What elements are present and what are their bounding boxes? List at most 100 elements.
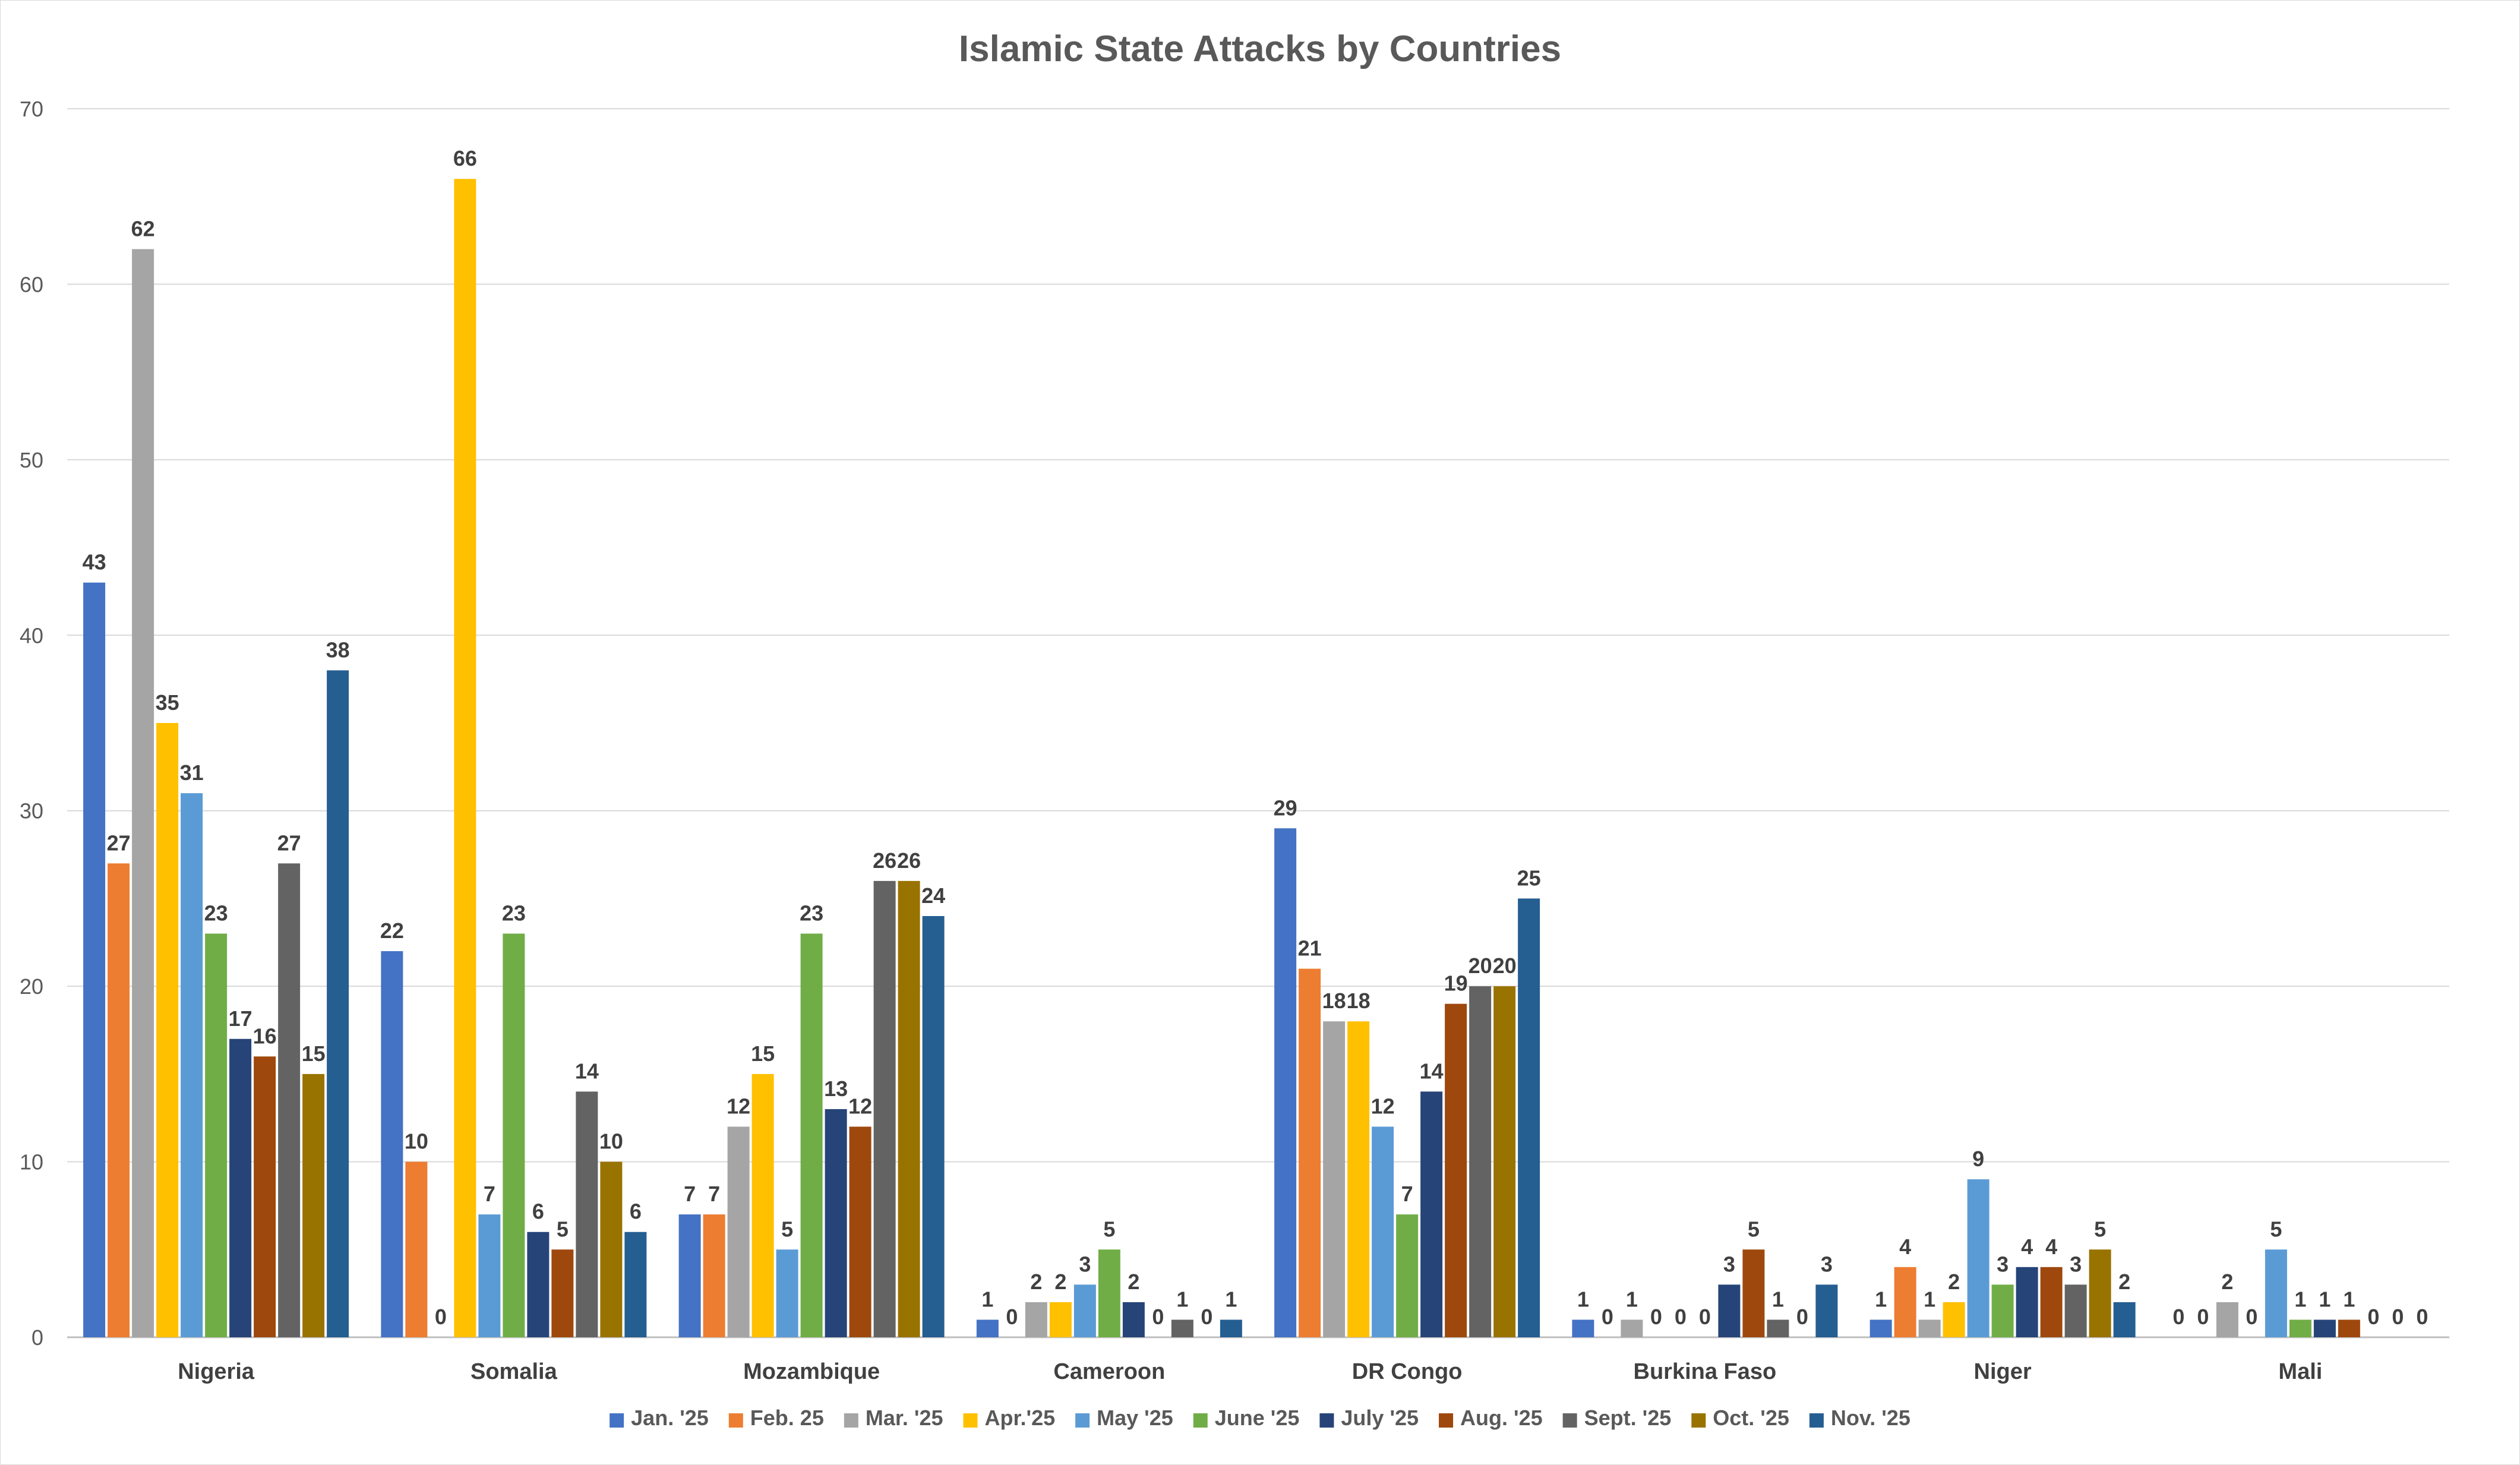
bar [1073, 1284, 1096, 1337]
data-label: 26 [897, 848, 921, 873]
bar [1767, 1319, 1789, 1337]
bar [825, 1109, 847, 1337]
bar [108, 863, 130, 1337]
legend-item: Apr.'25 [963, 1406, 1056, 1430]
bar [1943, 1302, 1965, 1337]
data-label: 2 [1948, 1270, 1960, 1294]
bar [2216, 1302, 2238, 1337]
bar [1323, 1021, 1346, 1337]
bar [624, 1232, 647, 1337]
y-tick-label: 0 [31, 1325, 43, 1350]
bar [1967, 1179, 1990, 1337]
gridlines [67, 108, 2449, 1163]
data-label: 1 [1577, 1287, 1589, 1311]
data-label: 0 [2392, 1305, 2404, 1329]
bar [1347, 1021, 1370, 1337]
data-label: 20 [1493, 953, 1517, 978]
data-label: 14 [575, 1059, 599, 1083]
data-label: 16 [253, 1024, 277, 1048]
category-label: Niger [1974, 1359, 2032, 1384]
bar [551, 1249, 574, 1337]
data-label: 31 [180, 760, 204, 785]
legend-label: Jan. '25 [631, 1406, 709, 1430]
bar [381, 951, 403, 1337]
legend-swatch [1809, 1413, 1824, 1428]
y-tick-label: 20 [20, 974, 43, 999]
bar [800, 933, 823, 1337]
data-label: 0 [2367, 1305, 2379, 1329]
bar [302, 1074, 325, 1337]
legend-label: Apr.'25 [985, 1406, 1056, 1430]
bar [1171, 1319, 1193, 1337]
bar [976, 1319, 999, 1337]
data-label: 7 [708, 1182, 720, 1206]
data-label: 1 [2343, 1287, 2355, 1311]
data-label: 0 [2172, 1305, 2184, 1329]
bar [205, 933, 228, 1337]
bar [1742, 1249, 1765, 1337]
bar [1420, 1091, 1443, 1337]
y-tick-label: 60 [20, 272, 43, 296]
legend-item: Sept. '25 [1562, 1406, 1671, 1430]
data-label: 22 [380, 918, 404, 943]
data-label: 23 [502, 901, 526, 926]
data-label: 23 [800, 901, 823, 926]
data-label: 3 [1723, 1252, 1735, 1276]
bar [873, 880, 896, 1337]
bar [849, 1126, 871, 1337]
data-label: 12 [1371, 1094, 1395, 1118]
data-label: 38 [326, 637, 350, 662]
legend-label: June '25 [1215, 1406, 1300, 1430]
legend-swatch [1075, 1413, 1090, 1428]
bars [83, 179, 2360, 1338]
category-label: Mali [2278, 1359, 2322, 1384]
legend-swatch [1193, 1413, 1208, 1428]
category-label: Mozambique [743, 1359, 880, 1384]
data-label: 1 [2294, 1287, 2306, 1311]
legend: Jan. '25 Feb. 25 Mar. '25 Apr.'25 May '25 Jun… [610, 1406, 1910, 1430]
legend-item: May '25 [1075, 1406, 1173, 1430]
legend-swatch [844, 1413, 858, 1428]
bar [600, 1161, 623, 1337]
data-label: 5 [781, 1217, 793, 1241]
bar [678, 1214, 701, 1337]
data-label: 4 [2045, 1234, 2057, 1259]
legend-item: Mar. '25 [844, 1406, 943, 1430]
data-label: 0 [2416, 1305, 2428, 1329]
data-label: 1 [1772, 1287, 1784, 1311]
data-label: 26 [873, 848, 896, 873]
bar [2040, 1267, 2063, 1337]
bar [2089, 1249, 2111, 1337]
data-label: 27 [107, 831, 131, 855]
data-label: 1 [981, 1287, 993, 1311]
bar [1299, 968, 1321, 1337]
data-label: 27 [277, 831, 301, 855]
data-label: 6 [630, 1199, 642, 1224]
y-tick-label: 10 [20, 1150, 43, 1174]
data-label: 0 [1006, 1305, 1018, 1329]
bar [83, 582, 106, 1337]
data-label: 1 [1626, 1287, 1638, 1311]
bar [2338, 1319, 2360, 1337]
legend-label: Oct. '25 [1713, 1406, 1789, 1430]
legend-swatch [1319, 1413, 1334, 1428]
legend-label: July '25 [1341, 1406, 1419, 1430]
data-label: 10 [599, 1129, 623, 1154]
bar [576, 1091, 598, 1337]
data-label: 29 [1274, 795, 1297, 820]
data-label: 5 [2270, 1217, 2282, 1241]
bar [503, 933, 525, 1337]
y-tick-label: 50 [20, 448, 43, 472]
bar [2113, 1302, 2136, 1337]
bar [1274, 828, 1297, 1337]
data-label: 43 [83, 550, 106, 574]
category-label: Cameroon [1053, 1359, 1165, 1384]
data-label: 2 [1054, 1270, 1066, 1294]
legend-swatch [1562, 1413, 1577, 1428]
data-label: 6 [532, 1199, 544, 1224]
y-tick-label: 70 [20, 97, 43, 121]
data-label: 1 [1225, 1287, 1237, 1311]
data-label: 13 [824, 1076, 848, 1101]
bar [278, 863, 301, 1337]
